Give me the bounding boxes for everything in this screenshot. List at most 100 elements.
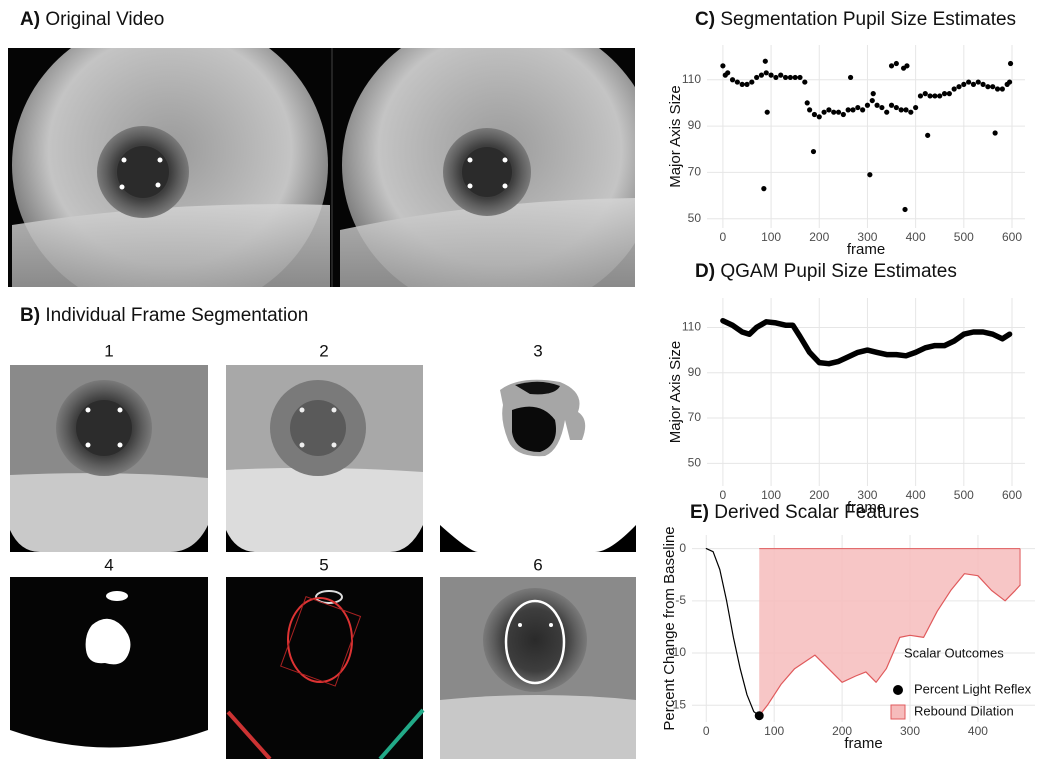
frame-5	[226, 577, 423, 759]
legend-label: Rebound Dilation	[914, 703, 1014, 718]
frame-number: 6	[533, 555, 542, 574]
x-tick-label: 0	[720, 230, 727, 244]
frame-number: 3	[533, 341, 542, 360]
data-point	[889, 103, 894, 108]
legend-label: Percent Light Reflex	[914, 681, 1032, 696]
data-point	[730, 77, 735, 82]
data-point	[761, 186, 766, 191]
data-point	[749, 79, 754, 84]
data-point	[768, 73, 773, 78]
data-point	[874, 103, 879, 108]
data-point	[894, 61, 899, 66]
x-axis-title: frame	[844, 735, 882, 752]
figure-page: 1 2 3 4 5 6 5070901100100200300400500600…	[0, 0, 1041, 759]
light-reflex-point	[755, 711, 764, 720]
data-point	[848, 75, 853, 80]
data-point	[937, 93, 942, 98]
y-tick-label: 90	[688, 118, 702, 132]
data-point	[976, 79, 981, 84]
data-point	[918, 93, 923, 98]
frame-6	[440, 577, 636, 759]
data-point	[908, 110, 913, 115]
data-point	[807, 107, 812, 112]
data-point	[821, 110, 826, 115]
y-tick-label: 50	[688, 456, 702, 470]
data-point	[763, 59, 768, 64]
panel-title: B) Individual Frame Segmentation	[20, 305, 308, 327]
x-tick-label: 100	[761, 488, 781, 502]
y-tick-label: 70	[688, 410, 702, 424]
data-point	[778, 73, 783, 78]
y-tick-label: 70	[688, 165, 702, 179]
x-tick-label: 400	[968, 724, 988, 738]
data-point	[899, 107, 904, 112]
data-point	[836, 110, 841, 115]
data-point	[793, 75, 798, 80]
frame-4	[10, 577, 208, 748]
data-point	[826, 107, 831, 112]
data-point	[913, 105, 918, 110]
x-tick-label: 400	[906, 230, 926, 244]
data-point	[855, 105, 860, 110]
x-tick-label: 600	[1002, 488, 1022, 502]
figure: 1 2 3 4 5 6 5070901100100200300400500600…	[0, 0, 1041, 759]
data-point	[1000, 86, 1005, 91]
data-point	[932, 93, 937, 98]
data-point	[811, 149, 816, 154]
data-point	[889, 63, 894, 68]
data-point	[744, 82, 749, 87]
chart: 0-5-10-150100200300400framePercent Chang…	[661, 526, 1035, 752]
y-axis-title: Major Axis Size	[667, 85, 684, 188]
chart-title: C) Segmentation Pupil Size Estimates	[695, 9, 1016, 31]
data-point	[995, 86, 1000, 91]
y-tick-label: 110	[682, 72, 701, 86]
data-point	[980, 82, 985, 87]
x-tick-label: 200	[809, 488, 829, 502]
data-point	[1008, 61, 1013, 66]
y-tick-label: 50	[688, 211, 702, 225]
x-tick-label: 500	[954, 230, 974, 244]
data-point	[759, 73, 764, 78]
data-point	[805, 100, 810, 105]
data-point	[879, 105, 884, 110]
data-point	[956, 84, 961, 89]
data-point	[865, 103, 870, 108]
data-point	[894, 105, 899, 110]
legend-title: Scalar Outcomes	[904, 645, 1004, 660]
data-point	[867, 172, 872, 177]
data-point	[884, 110, 889, 115]
data-point	[765, 110, 770, 115]
x-tick-label: 300	[900, 724, 920, 738]
data-point	[850, 107, 855, 112]
x-tick-label: 100	[761, 230, 781, 244]
frame-number: 2	[319, 341, 328, 360]
data-point	[846, 107, 851, 112]
y-tick-label: 110	[682, 320, 701, 334]
frame-number: 4	[104, 555, 113, 574]
data-point	[952, 86, 957, 91]
y-tick-label: 0	[679, 541, 686, 555]
data-point	[841, 112, 846, 117]
data-point	[773, 75, 778, 80]
data-point	[971, 82, 976, 87]
original-video	[8, 15, 658, 315]
x-tick-label: 400	[906, 488, 926, 502]
data-point	[735, 79, 740, 84]
frame-2	[226, 365, 423, 552]
data-point	[927, 93, 932, 98]
data-point	[871, 91, 876, 96]
data-point	[740, 82, 745, 87]
data-point	[788, 75, 793, 80]
data-point	[764, 70, 769, 75]
data-point	[961, 82, 966, 87]
data-point	[725, 70, 730, 75]
legend-marker	[893, 685, 903, 695]
frame-3	[440, 380, 636, 552]
chart-title: D) QGAM Pupil Size Estimates	[695, 261, 957, 283]
data-point	[754, 75, 759, 80]
data-point	[990, 84, 995, 89]
x-axis-title: frame	[847, 241, 885, 258]
y-tick-label: 90	[688, 365, 702, 379]
legend-marker	[891, 705, 905, 719]
